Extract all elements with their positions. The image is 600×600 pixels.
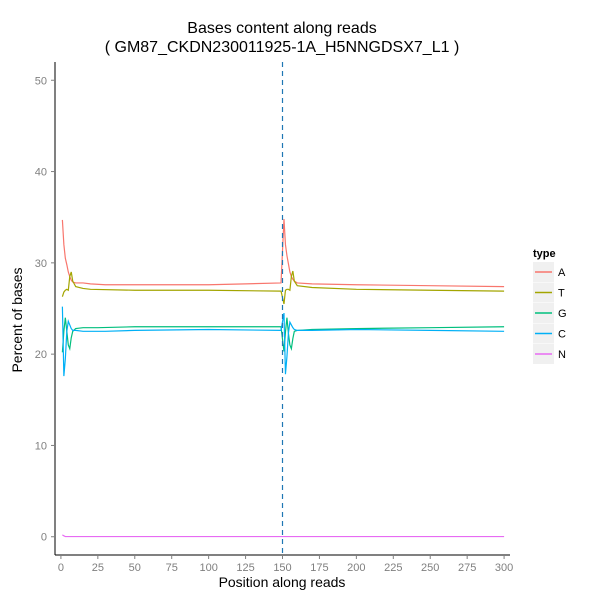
y-axis-label: Percent of bases [9,267,25,372]
x-tick-label: 225 [384,562,402,574]
series-line-T [61,270,505,305]
y-tick-label: 20 [35,349,47,361]
x-tick-label: 250 [421,562,439,574]
series-layer [61,218,505,538]
x-tick-label: 75 [166,562,178,574]
legend-label-A: A [558,267,566,279]
y-tick-label: 0 [41,532,47,544]
series-line-C [61,306,505,377]
x-tick-label: 150 [273,562,291,574]
legend-label-G: G [558,308,567,320]
x-tick-label: 25 [92,562,104,574]
x-tick-label: 175 [310,562,328,574]
y-tick-label: 50 [35,75,47,87]
series-line-A [61,218,505,288]
series-line-N [62,534,505,538]
x-tick-label: 275 [458,562,476,574]
legend-label-C: C [558,329,566,341]
y-tick-label: 40 [35,167,47,179]
x-tick-label: 300 [495,562,513,574]
x-tick-label: 100 [199,562,217,574]
x-axis-label: Position along reads [219,574,346,590]
x-tick-label: 200 [347,562,365,574]
chart-subtitle: ( GM87_CKDN230011925-1A_H5NNGDSX7_L1 ) [105,39,460,56]
x-tick-label: 0 [58,562,64,574]
chart-title: Bases content along reads [187,20,376,37]
y-tick-label: 30 [35,258,47,270]
legend-label-T: T [558,288,565,300]
series-line-G [61,317,505,353]
x-tick-label: 125 [236,562,254,574]
legend-title: type [533,248,556,260]
y-tick-label: 10 [35,440,47,452]
x-tick-label: 50 [129,562,141,574]
axes-layer: 0 25 50 75 100 125 150 175 200 225 250 275 300 0 10 20 3… [35,62,513,574]
legend-label-N: N [558,349,566,361]
